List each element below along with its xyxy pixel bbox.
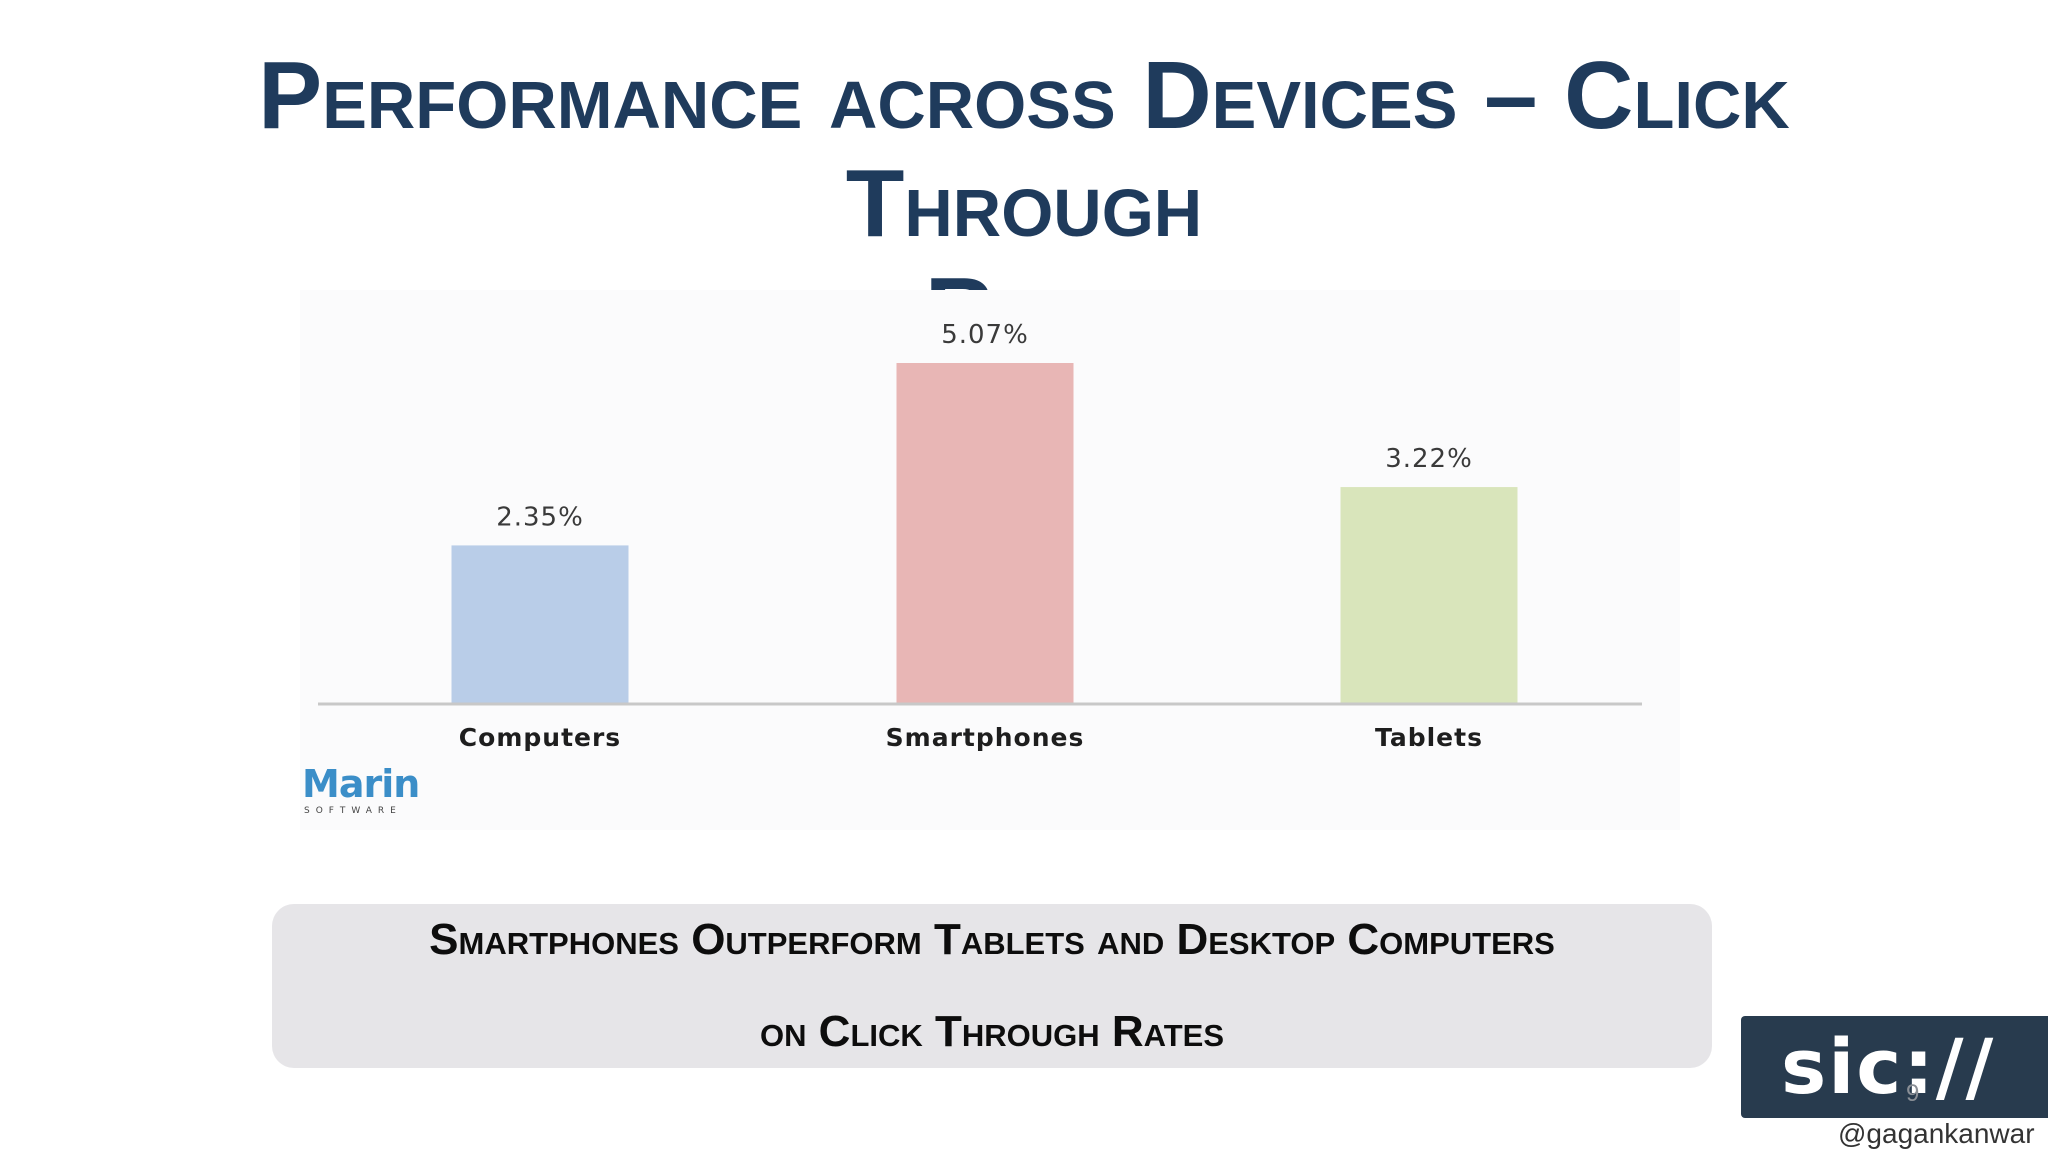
category-label-tablets: Tablets	[1375, 723, 1483, 752]
page-number: 9	[1906, 1080, 1920, 1107]
slide-title: Performance across Devices – Click Throu…	[130, 42, 1918, 366]
logo-subtitle: SOFTWARE	[304, 806, 402, 816]
logo-word: Marin	[302, 762, 420, 806]
author-handle: @gagankanwar	[1838, 1118, 2035, 1149]
value-label-tablets: 3.22%	[1385, 444, 1473, 474]
value-label-smartphones: 5.07%	[941, 320, 1029, 350]
value-label-computers: 2.35%	[496, 502, 584, 532]
bars-layer	[451, 363, 1518, 703]
callout-line-2: on Click Through Rates	[759, 1007, 1225, 1056]
bar-tablets	[1340, 487, 1518, 703]
callout-line-1: Smartphones Outperform Tablets and Deskt…	[429, 915, 1555, 964]
summary-callout: Smartphones Outperform Tablets and Deskt…	[272, 904, 1712, 1068]
brand-badge: sic://	[1741, 1016, 2048, 1118]
slide-title-line-1: Performance across Devices – Click Throu…	[258, 42, 1790, 257]
bar-computers	[451, 545, 629, 703]
labels-layer: 2.35% Computers 5.07% Smartphones 3.22% Table…	[459, 320, 1483, 752]
category-label-smartphones: Smartphones	[886, 723, 1085, 752]
category-label-computers: Computers	[459, 723, 621, 752]
brand-text: sic://	[1781, 1022, 1996, 1111]
bar-smartphones	[896, 363, 1074, 703]
marin-software-logo: Marin SOFTWARE	[302, 762, 422, 822]
